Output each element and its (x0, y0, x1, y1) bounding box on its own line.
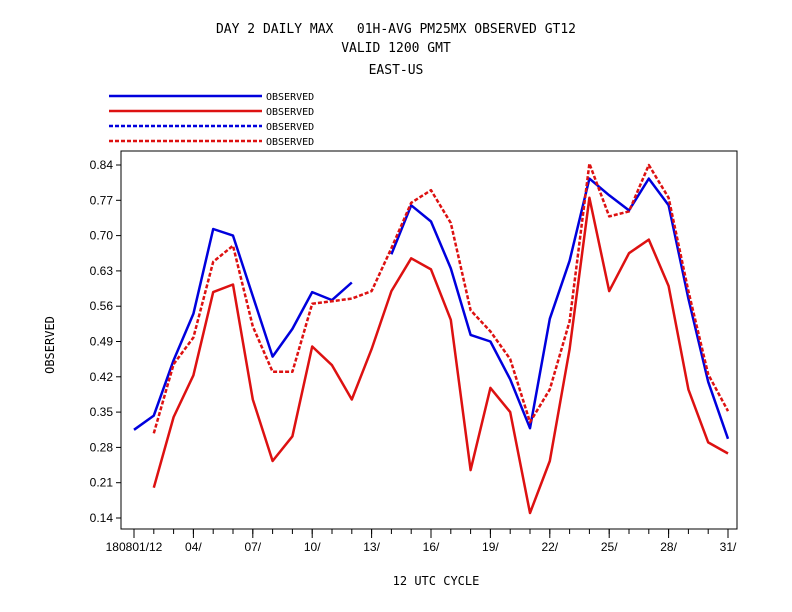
y-axis-title: OBSERVED (43, 316, 57, 374)
chart-title: DAY 2 DAILY MAX 01H-AVG PM25MX OBSERVED … (215, 22, 577, 37)
x-tick-label: 04/ (185, 540, 202, 554)
x-tick-label: 19/ (482, 540, 499, 554)
series-line (152, 162, 730, 434)
y-tick-label: 0.35 (90, 405, 114, 419)
series-layer (133, 162, 730, 515)
x-tick-label: 07/ (244, 540, 261, 554)
y-tick-label: 0.14 (90, 511, 114, 525)
series-2-red-solid (152, 196, 729, 515)
y-tick-label: 0.28 (90, 440, 114, 454)
legend-label: OBSERVED (266, 122, 314, 133)
x-axis-title: 12 UTC CYCLE (393, 574, 480, 588)
y-tick-label: 0.70 (90, 229, 114, 243)
x-tick-label: 16/ (423, 540, 440, 554)
y-tick-label: 0.42 (90, 370, 114, 384)
legend-label: OBSERVED (266, 92, 314, 103)
chart-subtitle-region: EAST-US (368, 63, 424, 78)
x-tick-label: 25/ (601, 540, 618, 554)
y-axis: 0.14 0.21 0.28 0.35 0.42 0.49 0.56 0.63 0.70 0.77… (90, 158, 121, 525)
legend: OBSERVED OBSERVED OBSERVED OBSERVED (109, 92, 314, 148)
y-tick-label: 0.56 (90, 299, 114, 313)
series-line (133, 227, 353, 431)
chart-subtitle-valid: VALID 1200 GMT (341, 41, 451, 56)
y-tick-label: 0.77 (90, 193, 114, 207)
x-tick-label: 22/ (541, 540, 558, 554)
series-1-blue-solid (133, 177, 730, 440)
y-tick-label: 0.63 (90, 264, 114, 278)
x-tick-label: 13/ (363, 540, 380, 554)
legend-label: OBSERVED (266, 137, 314, 148)
series-4-red-dashed (152, 162, 730, 434)
y-tick-label: 0.21 (90, 476, 114, 490)
x-tick-label: 10/ (304, 540, 321, 554)
x-tick-label: 180801/12 (106, 540, 163, 554)
series-line (390, 177, 730, 440)
y-tick-label: 0.84 (90, 158, 114, 172)
plot-frame (120, 150, 738, 530)
x-axis: 180801/12 04/07/10/13/16/19/22/25/28/31/ (106, 529, 737, 554)
x-tick-label: 28/ (660, 540, 677, 554)
legend-label: OBSERVED (266, 107, 314, 118)
y-tick-label: 0.49 (90, 335, 114, 349)
series-line (152, 196, 729, 515)
x-tick-label: 31/ (720, 540, 737, 554)
